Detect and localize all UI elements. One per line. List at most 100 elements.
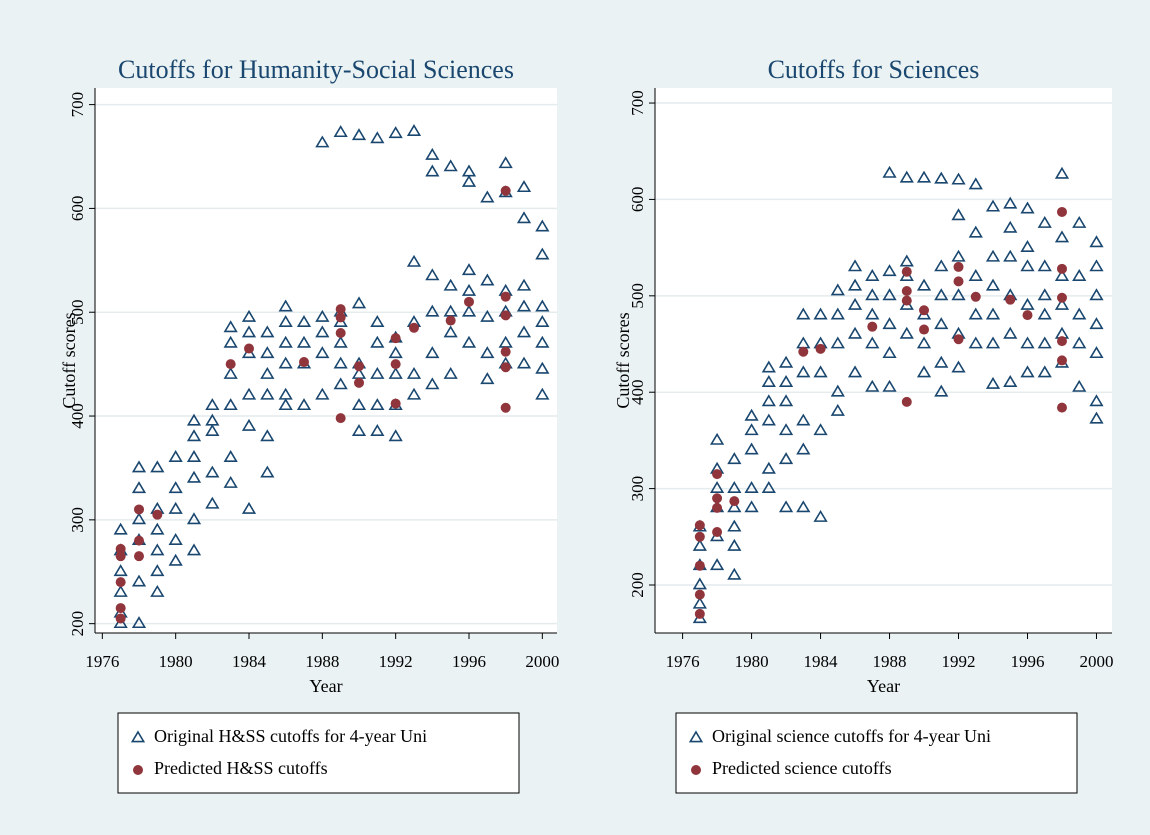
point	[815, 343, 826, 354]
point	[899, 254, 914, 267]
point	[1089, 394, 1104, 407]
point	[847, 365, 863, 378]
point	[1056, 206, 1067, 217]
point	[388, 126, 403, 139]
point	[168, 481, 183, 494]
point	[461, 263, 477, 276]
point	[500, 346, 511, 357]
point	[968, 177, 983, 190]
x-tick-label: 2000	[1079, 652, 1113, 671]
point	[919, 305, 930, 316]
point	[406, 366, 422, 379]
point	[461, 174, 477, 187]
point	[830, 336, 845, 349]
point	[315, 387, 330, 400]
point	[296, 315, 312, 328]
point	[934, 355, 949, 368]
point	[1020, 365, 1035, 378]
point	[1022, 310, 1033, 321]
point	[131, 574, 147, 587]
point	[205, 496, 220, 509]
point	[113, 522, 128, 535]
legend-marker	[688, 730, 704, 743]
point	[351, 296, 367, 309]
point	[985, 336, 1001, 349]
point	[778, 394, 794, 407]
point	[1072, 336, 1087, 349]
point	[882, 165, 897, 178]
legend-marker	[133, 765, 143, 775]
point	[205, 413, 220, 426]
point	[535, 335, 550, 348]
y-tick-label: 200	[628, 572, 647, 598]
point	[953, 334, 964, 345]
point	[370, 335, 385, 348]
point	[260, 387, 275, 400]
point	[847, 259, 863, 272]
point	[134, 535, 144, 546]
point	[461, 164, 477, 177]
point	[968, 268, 983, 281]
point	[516, 299, 532, 312]
point	[425, 346, 440, 359]
point	[370, 398, 385, 411]
point	[1003, 196, 1018, 209]
point	[865, 268, 880, 281]
point	[1089, 288, 1104, 301]
point	[916, 336, 932, 349]
y-tick-label: 600	[628, 187, 647, 213]
point	[315, 325, 330, 338]
point	[461, 335, 477, 348]
legend-box	[117, 712, 520, 794]
point	[761, 394, 776, 407]
point	[425, 268, 440, 281]
point	[1089, 411, 1104, 424]
point	[727, 538, 742, 551]
point	[1037, 259, 1052, 272]
point	[968, 307, 983, 320]
point	[951, 208, 966, 221]
point	[115, 613, 126, 624]
point	[535, 299, 550, 312]
point	[934, 288, 949, 301]
point	[500, 362, 511, 373]
legend-label: Predicted H&SS cutoffs	[154, 758, 328, 778]
plot-area	[655, 88, 1112, 633]
point	[778, 375, 794, 387]
point	[223, 335, 238, 348]
point	[333, 125, 348, 138]
point	[744, 500, 759, 513]
point	[916, 365, 932, 378]
x-tick-label: 1980	[735, 652, 769, 671]
point	[968, 336, 983, 349]
point	[388, 366, 403, 379]
point	[1003, 375, 1018, 387]
point	[919, 324, 930, 335]
point	[727, 519, 742, 532]
point	[186, 429, 202, 442]
point	[480, 309, 495, 322]
point	[131, 512, 147, 525]
point	[709, 481, 725, 494]
point	[1054, 166, 1070, 179]
point	[813, 365, 828, 378]
y-axis-label: Cutoff scores	[59, 312, 79, 408]
point	[744, 481, 759, 494]
x-tick-label: 1992	[379, 652, 413, 671]
point	[1054, 297, 1070, 310]
point	[443, 366, 458, 379]
point	[278, 387, 293, 400]
point	[882, 317, 897, 330]
point	[709, 432, 725, 445]
point	[727, 500, 742, 513]
point	[694, 589, 705, 600]
point	[1020, 259, 1035, 272]
point	[916, 170, 932, 183]
point	[480, 346, 495, 359]
point	[985, 376, 1001, 389]
point	[901, 295, 912, 306]
point	[813, 307, 828, 320]
point	[244, 343, 254, 354]
x-tick-label: 1996	[1010, 652, 1044, 671]
point	[150, 522, 165, 535]
